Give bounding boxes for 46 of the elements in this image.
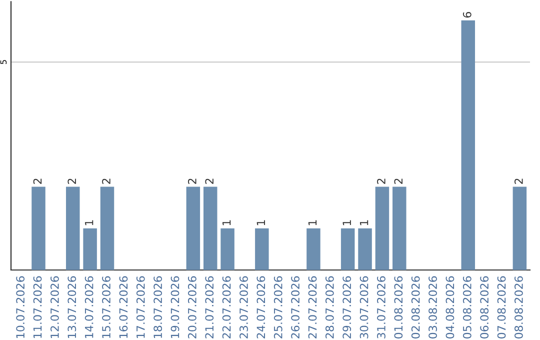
data-label: 1	[360, 220, 368, 226]
x-tick-label: 14.07.2026	[84, 276, 94, 338]
x-tick-label: 28.07.2026	[325, 276, 334, 338]
x-tick-label: 29.07.2026	[342, 276, 352, 338]
x-tick-label: 23.07.2026	[240, 276, 248, 338]
x-tick-label: 08.08.2026	[514, 276, 523, 338]
x-tick-label: 13.07.2026	[68, 276, 76, 338]
x-tick-label: 20.07.2026	[188, 276, 196, 338]
x-tick-label: 12.07.2026	[50, 276, 59, 338]
x-tick-label: 19.07.2026	[170, 276, 180, 338]
x-tick-label: 18.07.2026	[154, 276, 162, 338]
data-label: 2	[514, 178, 523, 184]
data-label: 1	[85, 220, 94, 226]
data-label: 1	[308, 220, 317, 226]
x-tick-label: 26.07.2026	[291, 276, 300, 338]
x-tick-label: 04.08.2026	[446, 276, 454, 338]
x-tick-label: 05.08.2026	[462, 276, 472, 338]
x-tick-label: 10.07.2026	[16, 276, 25, 338]
x-tick-label: 03.08.2026	[428, 276, 437, 338]
x-tick-label: 07.08.2026	[497, 276, 506, 338]
data-label: 2	[188, 178, 196, 184]
x-tick-label: 16.07.2026	[119, 276, 128, 338]
x-tick-label: 22.07.2026	[222, 276, 231, 338]
x-tick-label: 27.07.2026	[308, 276, 317, 338]
data-label: 2	[102, 178, 110, 184]
x-tick-label: 11.07.2026	[33, 276, 42, 338]
x-tick-label: 24.07.2026	[256, 276, 266, 338]
y-tick-label: 5	[0, 60, 7, 64]
data-label: 2	[33, 178, 42, 184]
x-tick-label: 06.08.2026	[480, 276, 489, 338]
x-tick-label: 21.07.2026	[205, 276, 214, 338]
x-tick-label: 30.07.2026	[360, 276, 368, 338]
data-label: 1	[342, 220, 351, 226]
x-tick-label: 01.08.2026	[394, 276, 403, 338]
x-tick-label: 02.08.2026	[411, 276, 420, 338]
data-label: 2	[394, 178, 402, 184]
data-label: 1	[256, 220, 265, 226]
data-label: 2	[68, 178, 76, 184]
x-tick-label: 31.07.2026	[377, 276, 386, 338]
x-tick-label: 17.07.2026	[136, 276, 145, 338]
data-label: 2	[377, 178, 386, 184]
x-tick-label: 15.07.2026	[102, 276, 110, 338]
x-tick-label: 25.07.2026	[274, 276, 282, 338]
data-label: 1	[222, 220, 231, 226]
data-label: 6	[462, 12, 472, 18]
data-label: 2	[205, 178, 214, 184]
